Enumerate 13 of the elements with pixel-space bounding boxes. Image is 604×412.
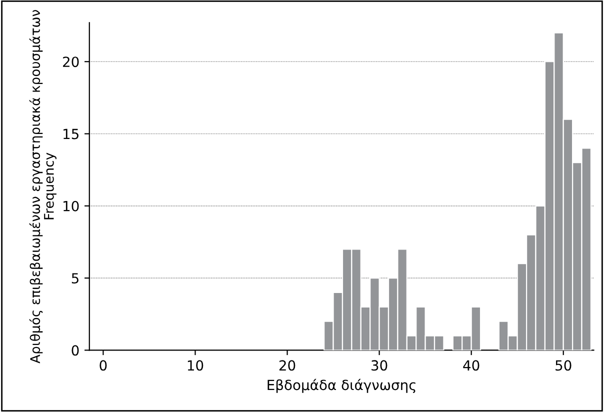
x-tick-label: 10 [188,360,204,371]
y-axis-title: Αριθμός επιβεβαιωμένων εργαστηριακά κρουσμάτων Frequency [29,10,56,364]
x-tick-label: 20 [279,360,296,371]
x-axis-title: Εβδομάδα διάγνωσης [268,378,416,393]
x-tick-label: 30 [372,360,388,371]
y-tick-label: 0 [72,345,79,356]
x-tick-label: 40 [463,360,480,371]
y-tick-label: 5 [72,273,78,284]
y-tick-label: 10 [64,200,79,212]
x-tick-label: 50 [556,360,572,371]
x-tick-label: 0 [100,360,107,371]
y-tick-label: 15 [64,128,78,140]
y-tick-label: 20 [63,56,79,68]
